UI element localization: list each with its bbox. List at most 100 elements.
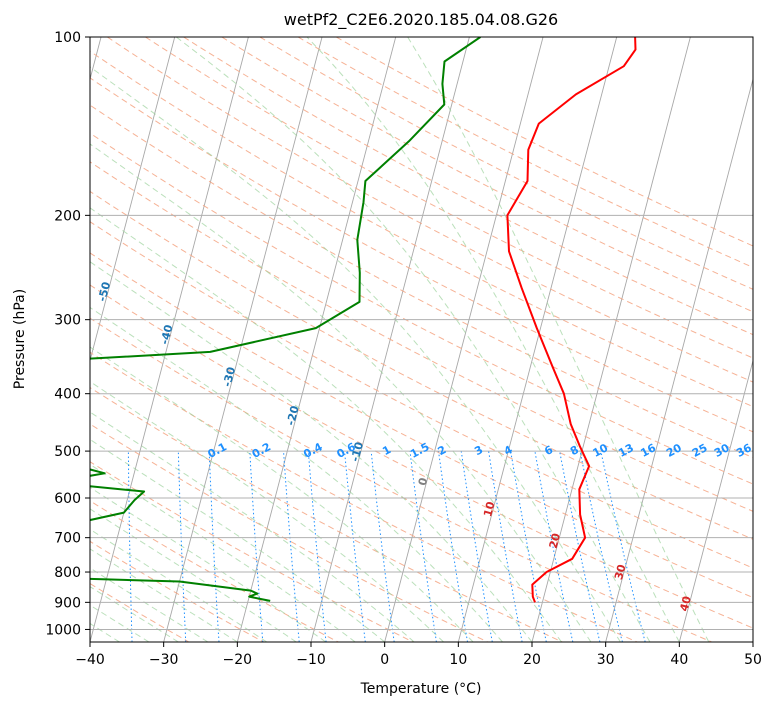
mixing-ratio-line bbox=[370, 451, 395, 642]
moist-adiabat-line bbox=[90, 411, 415, 642]
mixing-ratio-label: 25 bbox=[690, 441, 710, 460]
dry-adiabat-line bbox=[221, 37, 753, 313]
isotherm-line bbox=[90, 37, 176, 363]
dry-adiabat-line bbox=[90, 104, 753, 459]
isotherm-label: -40 bbox=[158, 323, 176, 346]
mixing-ratio-label: 1.5 bbox=[408, 440, 431, 461]
mixing-ratio-label: 20 bbox=[664, 441, 684, 460]
mixing-ratio-line bbox=[81, 451, 82, 642]
moist-adiabat-line bbox=[90, 261, 533, 642]
y-tick-label: 300 bbox=[54, 313, 81, 329]
y-tick-label: 1000 bbox=[45, 622, 81, 638]
mixing-ratio-line bbox=[534, 451, 574, 642]
dry-adiabat-label: 20 bbox=[547, 531, 564, 549]
mixing-ratio-line bbox=[579, 451, 623, 642]
dry-adiabat-line bbox=[90, 317, 712, 642]
isotherm-line bbox=[236, 37, 397, 642]
x-tick-label: −30 bbox=[149, 652, 179, 668]
x-tick-label: 10 bbox=[449, 652, 467, 668]
dry-adiabat-line bbox=[90, 50, 753, 408]
x-axis-label: Temperature (°C) bbox=[360, 681, 482, 697]
isotherm-line bbox=[678, 358, 753, 642]
mixing-ratio-label: 4 bbox=[502, 443, 515, 458]
mixing-ratio-label: 30 bbox=[712, 441, 732, 460]
moist-adiabat-line bbox=[175, 37, 651, 642]
profile-traces bbox=[90, 37, 637, 603]
moist-adiabat-line bbox=[90, 528, 268, 642]
dry-adiabat-line bbox=[335, 37, 753, 247]
x-tick-label: 40 bbox=[670, 652, 688, 668]
mixing-ratio-line bbox=[559, 451, 601, 642]
moist-adiabat-line bbox=[407, 37, 710, 642]
mixing-ratio-line bbox=[409, 451, 437, 642]
mixing-ratio-label: 6 bbox=[542, 443, 555, 458]
mixing-ratio-line bbox=[344, 451, 366, 642]
mixing-ratio-label: 36 bbox=[734, 441, 754, 460]
mixing-ratio-line bbox=[249, 451, 264, 642]
moist-adiabat-line bbox=[90, 463, 356, 642]
dry-adiabat-line bbox=[90, 500, 339, 642]
mixing-ratio-line bbox=[283, 451, 300, 642]
dry-adiabat-label: 10 bbox=[481, 500, 498, 518]
dry-adiabat-line bbox=[145, 37, 753, 359]
mixing-ratio-line bbox=[438, 451, 468, 642]
x-tick-label: 0 bbox=[380, 652, 389, 668]
moist-adiabat-line bbox=[90, 346, 474, 642]
y-tick-label: 500 bbox=[54, 444, 81, 460]
moist-adiabat-line bbox=[90, 438, 386, 642]
mixing-ratio-line bbox=[510, 451, 547, 642]
moist-adiabat-line bbox=[90, 548, 238, 642]
mixing-ratio-label: 13 bbox=[616, 441, 636, 460]
background-lines bbox=[81, 37, 753, 642]
dry-adiabat-line bbox=[183, 37, 753, 336]
x-tick-label: −20 bbox=[223, 652, 253, 668]
dry-adiabat-line bbox=[90, 540, 264, 642]
moist-adiabat-line bbox=[90, 66, 621, 642]
isotherm-line bbox=[457, 37, 618, 642]
reference-labels: -100-90-80-70-60-50-40-30-20-10010203040… bbox=[34, 234, 754, 613]
isotherm-label: -10 bbox=[348, 440, 366, 463]
mixing-ratio-line bbox=[208, 451, 220, 642]
x-tick-label: 50 bbox=[744, 652, 762, 668]
y-tick-label: 900 bbox=[54, 595, 81, 611]
y-tick-label: 600 bbox=[54, 491, 81, 507]
mixing-ratio-label: 0.4 bbox=[301, 440, 325, 461]
isotherm-line bbox=[163, 37, 323, 642]
dry-adiabat-label: 30 bbox=[612, 563, 629, 581]
dewpoint-trace bbox=[90, 37, 481, 602]
dry-adiabat-line bbox=[90, 387, 563, 642]
dry-adiabat-label: 40 bbox=[678, 594, 695, 612]
y-tick-label: 100 bbox=[54, 30, 81, 46]
x-tick-label: −10 bbox=[296, 652, 326, 668]
isotherm-label: -50 bbox=[96, 280, 114, 303]
temperature-trace bbox=[506, 37, 637, 603]
mixing-ratio-label: 16 bbox=[638, 441, 658, 460]
mixing-ratio-line bbox=[600, 451, 646, 642]
y-axis: 100 200 300 400 500 600 700 800 900 1000 bbox=[45, 30, 90, 638]
moist-adiabat-line bbox=[306, 37, 680, 642]
mixing-ratio-label: 2 bbox=[436, 443, 449, 458]
dry-adiabat-line bbox=[90, 161, 753, 512]
zero-isotherm-label: 0 bbox=[416, 476, 431, 487]
moist-adiabat-line bbox=[90, 306, 503, 642]
dry-adiabat-line bbox=[90, 132, 753, 485]
y-tick-label: 200 bbox=[54, 208, 81, 224]
dry-adiabat-line bbox=[90, 351, 638, 642]
mixing-ratio-label: 0.1 bbox=[206, 440, 229, 461]
dry-adiabat-line bbox=[259, 37, 753, 290]
isotherm-label: -30 bbox=[221, 365, 239, 388]
chart-title: wetPf2_C2E6.2020.185.04.08.G26 bbox=[284, 10, 558, 30]
isotherm-label: -20 bbox=[284, 404, 302, 427]
mixing-ratio-label: 1 bbox=[380, 443, 393, 458]
y-tick-label: 400 bbox=[54, 387, 81, 403]
isotherm-line bbox=[90, 37, 249, 642]
dry-adiabat-line bbox=[90, 252, 753, 599]
isotherm-label: -60 bbox=[34, 234, 52, 257]
x-tick-label: 20 bbox=[523, 652, 541, 668]
moist-adiabat-line bbox=[90, 380, 444, 642]
isotherm-line bbox=[384, 37, 544, 642]
moist-adiabat-line bbox=[90, 207, 562, 642]
isotherm-line bbox=[605, 77, 753, 642]
x-axis: −40 −30 −20 −10 0 10 20 30 40 50 bbox=[75, 642, 762, 668]
